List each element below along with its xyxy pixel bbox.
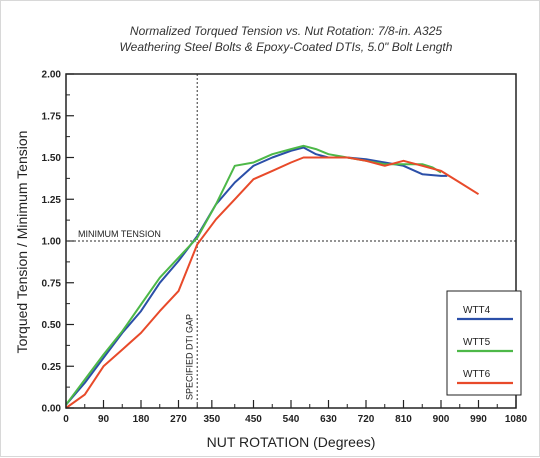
y-tick-label: 0.75 xyxy=(42,278,62,289)
x-tick-label: 990 xyxy=(470,414,487,425)
x-tick-label: 450 xyxy=(245,414,262,425)
legend-label-wtt5: WTT5 xyxy=(463,337,491,348)
x-tick-label: 1080 xyxy=(505,414,528,425)
y-tick-label: 0.25 xyxy=(42,362,62,373)
plot-frame xyxy=(65,73,517,409)
specified-dti-gap-label: SPECIFIED DTI GAP xyxy=(184,314,194,400)
legend-label-wtt6: WTT6 xyxy=(463,369,491,380)
series-line-wtt4 xyxy=(65,146,448,406)
annotations: MINIMUM TENSION SPECIFIED DTI GAP xyxy=(66,74,516,408)
y-tick-label: 1.25 xyxy=(42,195,62,206)
x-tick-label: 0 xyxy=(63,414,69,425)
x-axis-label: NUT ROTATION (Degrees) xyxy=(207,434,376,450)
axis-ticks: 0 90 180 270 350 450 540 630 720 810 900 990 1080 0.0… xyxy=(42,70,528,426)
series-line-wtt6 xyxy=(65,156,480,409)
x-tick-label: 180 xyxy=(133,414,150,425)
y-tick-label: 0.50 xyxy=(42,320,62,331)
x-tick-label: 630 xyxy=(320,414,337,425)
x-tick-label: 720 xyxy=(358,414,375,425)
chart-subtitle: Weathering Steel Bolts & Epoxy-Coated DT… xyxy=(120,40,453,54)
legend-box xyxy=(446,290,522,396)
x-tick-label: 810 xyxy=(395,414,412,425)
y-tick-label: 0.00 xyxy=(42,404,62,415)
x-tick-label: 270 xyxy=(170,414,187,425)
y-tick-label: 1.00 xyxy=(42,237,62,248)
y-tick-label: 1.75 xyxy=(42,111,62,122)
series-lines xyxy=(65,144,480,409)
y-axis-label: Torqued Tension / Minimum Tension xyxy=(14,131,30,354)
legend-label-wtt4: WTT4 xyxy=(463,305,491,316)
y-tick-label: 2.00 xyxy=(42,70,62,81)
x-tick-label: 350 xyxy=(203,414,220,425)
chart-title: Normalized Torqued Tension vs. Nut Rotat… xyxy=(130,24,443,38)
minimum-tension-label: MINIMUM TENSION xyxy=(78,229,161,239)
x-tick-label: 900 xyxy=(433,414,450,425)
legend-items: WTT4 WTT5 WTT6 xyxy=(457,305,513,385)
series-line-wtt5 xyxy=(65,144,442,406)
x-tick-label: 90 xyxy=(98,414,110,425)
y-tick-label: 1.50 xyxy=(42,153,62,164)
legend: WTT4 WTT5 WTT6 xyxy=(446,290,522,396)
x-tick-label: 540 xyxy=(283,414,300,425)
